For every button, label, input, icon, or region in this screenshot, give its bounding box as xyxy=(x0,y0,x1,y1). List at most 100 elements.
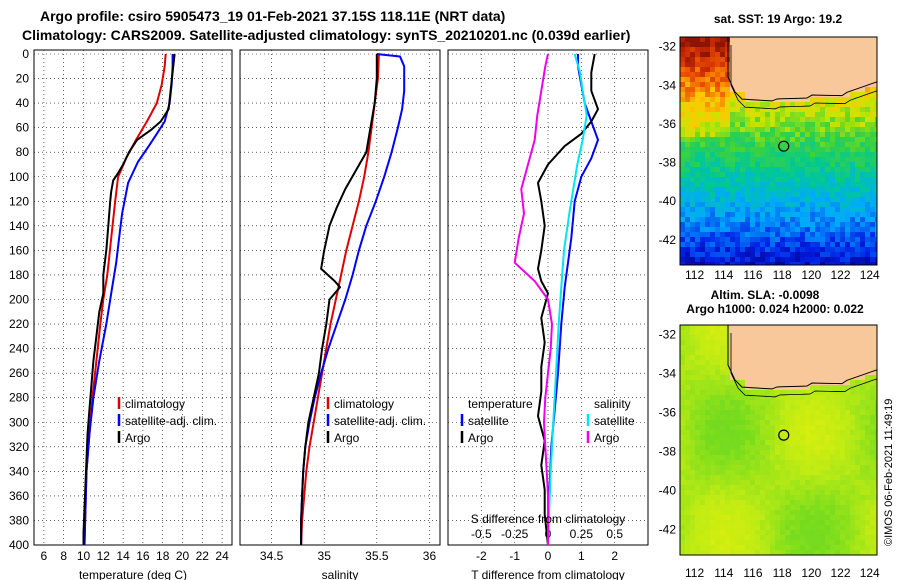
map-cell xyxy=(790,132,795,137)
map-cell xyxy=(715,410,720,415)
map-cell xyxy=(765,355,770,360)
map-cell xyxy=(815,385,820,390)
map-cell xyxy=(800,107,805,112)
map-cell xyxy=(750,217,755,222)
map-cell xyxy=(805,152,810,157)
map-cell xyxy=(875,122,877,127)
map-cell xyxy=(825,525,830,530)
depth-tick-label: 40 xyxy=(16,96,30,110)
map-cell xyxy=(785,227,790,232)
map-cell xyxy=(860,520,865,525)
map-cell xyxy=(710,57,715,62)
map-cell xyxy=(815,490,820,495)
map-cell xyxy=(790,440,795,445)
map-cell xyxy=(720,380,725,385)
map-cell xyxy=(845,520,850,525)
map-cell xyxy=(700,132,705,137)
map-cell xyxy=(775,375,780,380)
map-cell xyxy=(685,92,690,97)
map-cell xyxy=(815,62,820,67)
map-cell xyxy=(690,495,695,500)
map-cell xyxy=(710,385,715,390)
map-cell xyxy=(760,67,765,72)
map-cell xyxy=(875,335,877,340)
map-cell xyxy=(695,247,700,252)
map-cell xyxy=(730,450,735,455)
map-cell xyxy=(790,42,795,47)
map-cell xyxy=(850,525,855,530)
map-cell xyxy=(775,197,780,202)
map-cell xyxy=(875,490,877,495)
map-cell xyxy=(715,212,720,217)
map-cell xyxy=(755,415,760,420)
map-cell xyxy=(860,252,865,257)
map-cell xyxy=(790,257,795,262)
map-cell xyxy=(710,410,715,415)
map-cell xyxy=(690,67,695,72)
map-cell xyxy=(805,157,810,162)
map-cell xyxy=(860,122,865,127)
map-cell xyxy=(820,52,825,57)
map-cell xyxy=(780,207,785,212)
map-cell xyxy=(850,465,855,470)
map-cell xyxy=(875,495,877,500)
map-cell xyxy=(825,475,830,480)
map-cell xyxy=(710,350,715,355)
map-cell xyxy=(755,212,760,217)
map-cell xyxy=(805,162,810,167)
map-cell xyxy=(825,540,830,545)
map-cell xyxy=(685,262,690,265)
map-cell xyxy=(810,202,815,207)
map-cell xyxy=(740,192,745,197)
map-cell xyxy=(685,400,690,405)
map-cell xyxy=(755,460,760,465)
map-cell xyxy=(860,330,865,335)
map-cell xyxy=(710,257,715,262)
map-cell xyxy=(870,480,875,485)
map-cell xyxy=(790,102,795,107)
map-cell xyxy=(765,400,770,405)
map-cell xyxy=(690,37,695,42)
map-cell xyxy=(690,380,695,385)
x-tick-label: 35.5 xyxy=(365,549,389,563)
map-cell xyxy=(725,242,730,247)
map-cell xyxy=(690,535,695,540)
map-cell xyxy=(725,465,730,470)
map-cell xyxy=(830,355,835,360)
map-cell xyxy=(695,440,700,445)
map-cell xyxy=(785,540,790,545)
map-cell xyxy=(755,77,760,82)
map-cell xyxy=(805,47,810,52)
map-cell xyxy=(735,252,740,257)
map-cell xyxy=(865,122,870,127)
map-cell xyxy=(830,87,835,92)
map-cell xyxy=(760,122,765,127)
map-cell xyxy=(725,122,730,127)
map-cell xyxy=(815,172,820,177)
map-cell xyxy=(850,37,855,42)
map-cell xyxy=(795,490,800,495)
map-cell xyxy=(870,425,875,430)
map-cell xyxy=(700,400,705,405)
map-cell xyxy=(720,550,725,555)
map-cell xyxy=(695,82,700,87)
map-cell xyxy=(780,505,785,510)
map-cell xyxy=(690,540,695,545)
map-cell xyxy=(745,122,750,127)
map-cell xyxy=(825,217,830,222)
map-cell xyxy=(795,510,800,515)
map-cell xyxy=(685,117,690,122)
map-cell xyxy=(805,67,810,72)
map-cell xyxy=(835,505,840,510)
map-cell xyxy=(765,395,770,400)
map-cell xyxy=(860,157,865,162)
map-cell xyxy=(770,107,775,112)
map-cell xyxy=(850,535,855,540)
map-cell xyxy=(820,415,825,420)
map-cell xyxy=(865,167,870,172)
map-cell xyxy=(780,122,785,127)
map-cell xyxy=(855,500,860,505)
map-cell xyxy=(735,515,740,520)
map-cell xyxy=(725,187,730,192)
map-cell xyxy=(705,182,710,187)
